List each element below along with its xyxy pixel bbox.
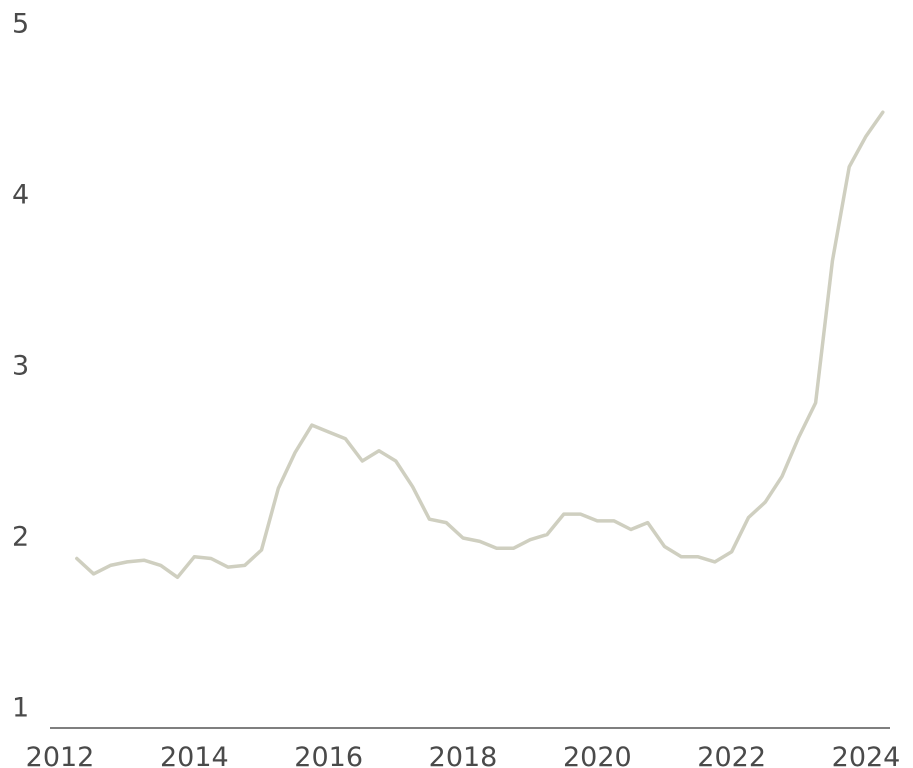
x-tick-label: 2022 — [697, 742, 766, 768]
y-tick-label: 3 — [12, 351, 29, 382]
y-tick-label: 2 — [12, 522, 29, 553]
series-line-0 — [75, 110, 885, 580]
y-tick-label: 4 — [12, 180, 29, 211]
x-tick-label: 2014 — [160, 742, 229, 768]
y-tick-label: 1 — [12, 693, 29, 724]
x-tick-label: 2024 — [832, 742, 901, 768]
x-tick-label: 2020 — [563, 742, 632, 768]
y-tick-label: 5 — [12, 9, 29, 40]
x-tick-label: 2016 — [294, 742, 363, 768]
x-tick-label: 2018 — [429, 742, 498, 768]
x-axis-ticks: 2012 2014 2016 2018 2020 2022 2024 — [26, 742, 901, 768]
series-layer — [75, 110, 885, 580]
x-tick-label: 2012 — [26, 742, 95, 768]
y-axis-ticks: 1 2 3 4 5 — [12, 9, 29, 724]
